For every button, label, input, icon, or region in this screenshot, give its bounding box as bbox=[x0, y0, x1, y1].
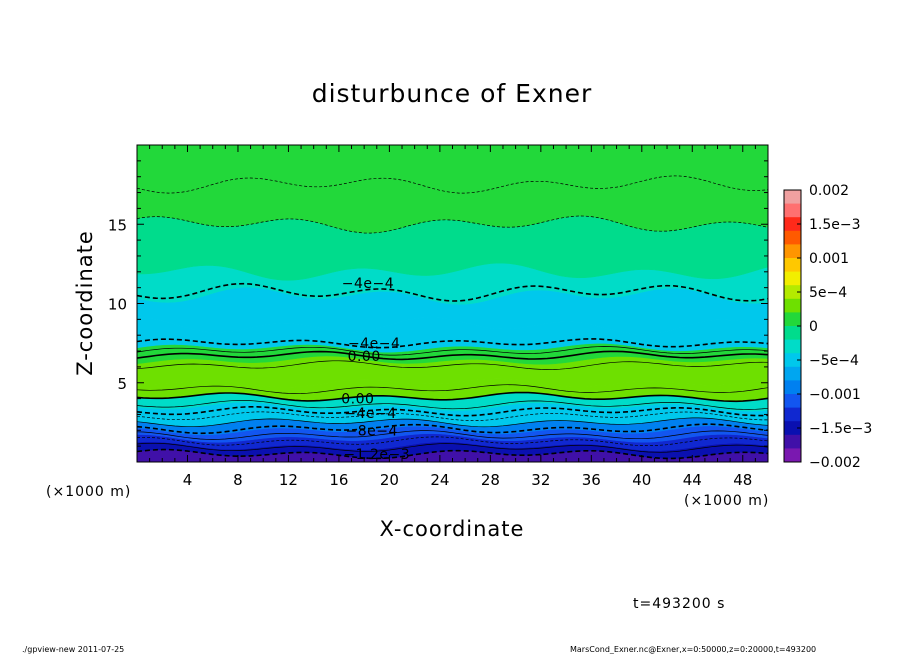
colorbar-swatch bbox=[784, 380, 801, 394]
colorbar-tick-label: −0.001 bbox=[809, 387, 861, 403]
colorbar-swatch bbox=[784, 299, 801, 313]
colorbar-swatch bbox=[784, 258, 801, 272]
colorbar: 0.002 1.5e−3 0.001 5e−4 0 −5e−4 −0.001 −1.5e−3 −… bbox=[784, 183, 872, 471]
colorbar-tick-label: −1.5e−3 bbox=[809, 421, 872, 437]
colorbar-swatch bbox=[784, 340, 801, 354]
contour-label: 0.00 bbox=[348, 349, 381, 365]
contour-label: −8e−4 bbox=[346, 423, 398, 439]
x-unit-right: (×1000 m) bbox=[684, 493, 769, 509]
colorbar-tick-label: −5e−4 bbox=[809, 353, 859, 369]
colorbar-swatch bbox=[784, 326, 801, 340]
x-tick-label: 24 bbox=[430, 471, 449, 489]
x-tick-label: 48 bbox=[733, 471, 752, 489]
colorbar-swatch bbox=[784, 190, 801, 204]
x-tick-label: 12 bbox=[279, 471, 298, 489]
footer-left: ./gpview-new 2011-07-25 bbox=[22, 645, 124, 654]
colorbar-tick-label: 0 bbox=[809, 319, 818, 335]
x-tick-label: 44 bbox=[683, 471, 702, 489]
colorbar-swatch bbox=[784, 204, 801, 218]
colorbar-swatch bbox=[784, 272, 801, 286]
x-tick-label: 36 bbox=[582, 471, 601, 489]
colorbar-swatch bbox=[784, 448, 801, 462]
colorbar-tick-label: −0.002 bbox=[809, 455, 861, 471]
y-tick-label: 10 bbox=[108, 296, 127, 314]
x-tick-label: 28 bbox=[481, 471, 500, 489]
y-axis-label: Z-coordinate bbox=[73, 230, 97, 376]
x-axis-label: X-coordinate bbox=[380, 517, 525, 541]
contour-label: −4e−4 bbox=[344, 406, 396, 422]
x-tick-label: 8 bbox=[233, 471, 243, 489]
x-unit-left: (×1000 m) bbox=[46, 484, 131, 500]
colorbar-swatch bbox=[784, 244, 801, 258]
colorbar-swatch bbox=[784, 312, 801, 326]
colorbar-swatch bbox=[784, 394, 801, 408]
time-label: t=493200 s bbox=[633, 596, 725, 612]
colorbar-tick-label: 0.002 bbox=[809, 183, 849, 199]
colorbar-tick-label: 5e−4 bbox=[809, 285, 847, 301]
chart-title: disturbunce of Exner bbox=[312, 79, 593, 108]
field-band bbox=[137, 140, 768, 233]
heatmap-field bbox=[137, 140, 768, 467]
colorbar-swatch bbox=[784, 435, 801, 449]
colorbar-swatch bbox=[784, 231, 801, 245]
y-tick-label: 15 bbox=[108, 216, 127, 234]
x-tick-label: 32 bbox=[531, 471, 550, 489]
x-tick-label: 16 bbox=[329, 471, 348, 489]
colorbar-swatch bbox=[784, 408, 801, 422]
colorbar-tick-label: 1.5e−3 bbox=[809, 217, 861, 233]
colorbar-tick-label: 0.001 bbox=[809, 251, 849, 267]
x-tick-label: 4 bbox=[183, 471, 193, 489]
footer-right: MarsCond_Exner.nc@Exner,x=0:50000,z=0:20… bbox=[570, 645, 816, 654]
y-tick-label: 5 bbox=[117, 375, 127, 393]
x-tick-label: 40 bbox=[632, 471, 651, 489]
x-tick-label: 20 bbox=[380, 471, 399, 489]
contour-label: −4e−4 bbox=[342, 276, 394, 292]
colorbar-swatch bbox=[784, 367, 801, 381]
